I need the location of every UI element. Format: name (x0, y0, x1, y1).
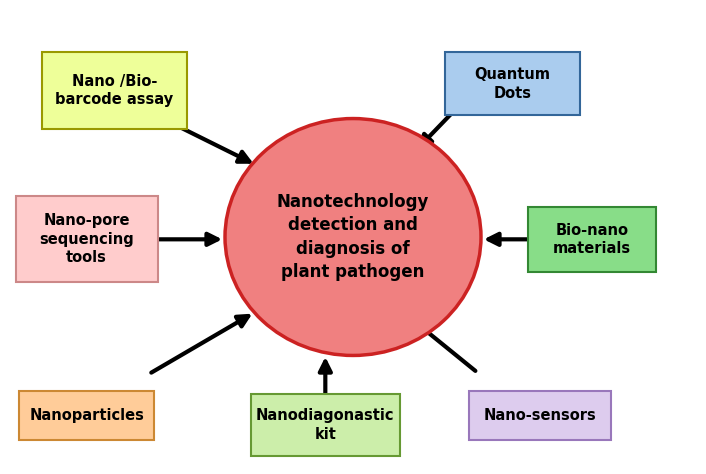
Text: Nanodiagonastic
kit: Nanodiagonastic kit (256, 408, 395, 442)
Text: Nanotechnology
detection and
diagnosis of
plant pathogen: Nanotechnology detection and diagnosis o… (277, 192, 429, 282)
FancyBboxPatch shape (16, 196, 157, 283)
FancyBboxPatch shape (42, 52, 187, 129)
FancyBboxPatch shape (527, 207, 656, 272)
Text: Bio-nano
materials: Bio-nano materials (553, 222, 630, 256)
FancyBboxPatch shape (251, 394, 400, 456)
Ellipse shape (225, 118, 481, 356)
FancyBboxPatch shape (445, 52, 580, 115)
Text: Nano-sensors: Nano-sensors (484, 408, 596, 423)
Text: Nano-pore
sequencing
tools: Nano-pore sequencing tools (40, 213, 134, 265)
Text: Quantum
Dots: Quantum Dots (474, 67, 550, 100)
Text: Nanoparticles: Nanoparticles (29, 408, 144, 423)
Text: Nano /Bio-
barcode assay: Nano /Bio- barcode assay (55, 74, 174, 108)
FancyBboxPatch shape (469, 392, 611, 440)
FancyBboxPatch shape (19, 392, 154, 440)
